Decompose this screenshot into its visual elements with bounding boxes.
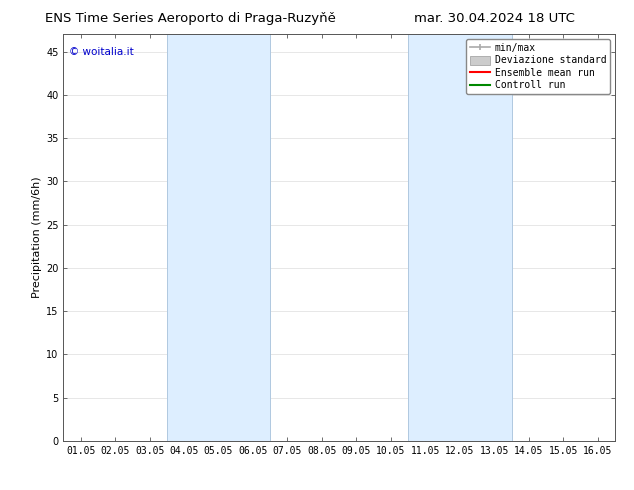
Legend: min/max, Deviazione standard, Ensemble mean run, Controll run: min/max, Deviazione standard, Ensemble m…: [467, 39, 610, 94]
Bar: [167, 34, 270, 441]
Y-axis label: Precipitation (mm/6h): Precipitation (mm/6h): [32, 177, 42, 298]
Text: ENS Time Series Aeroporto di Praga-Ruzyňě: ENS Time Series Aeroporto di Praga-Ruzyň…: [45, 12, 335, 25]
Text: © woitalia.it: © woitalia.it: [69, 47, 134, 56]
Text: mar. 30.04.2024 18 UTC: mar. 30.04.2024 18 UTC: [414, 12, 575, 25]
Bar: [408, 34, 512, 441]
